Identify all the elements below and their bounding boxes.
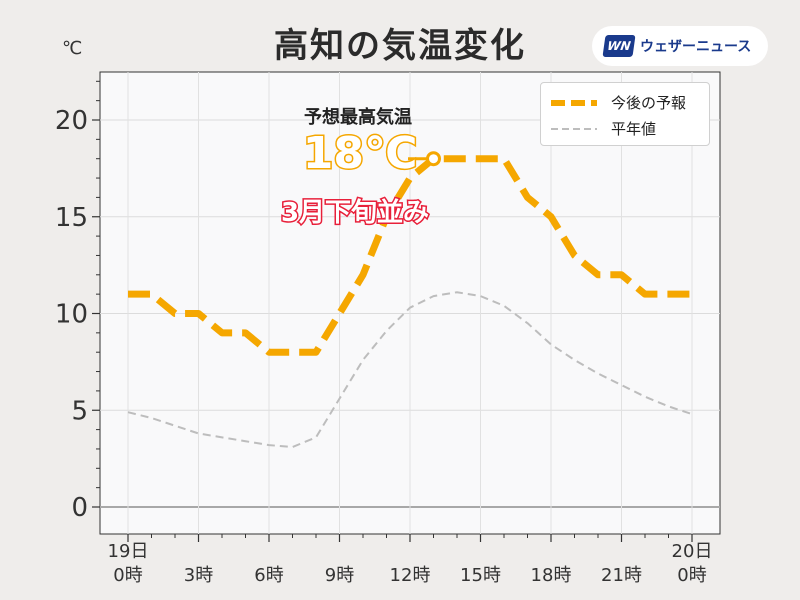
legend: 今後の予報 平年値 bbox=[540, 82, 710, 146]
x-tick-label-9: 9時 bbox=[325, 565, 354, 586]
legend-item-forecast: 今後の予報 bbox=[549, 92, 686, 113]
x-tick-label-6: 6時 bbox=[254, 565, 283, 586]
y-axis-unit-label: ℃ bbox=[62, 38, 83, 59]
legend-label-forecast: 今後の予報 bbox=[611, 94, 687, 112]
legend-swatch-normal bbox=[551, 127, 597, 130]
max-temp-value: 18℃ bbox=[301, 127, 419, 181]
grid-lines bbox=[100, 72, 720, 534]
series-line-normal bbox=[127, 291, 693, 449]
x-tick-label-15: 15時 bbox=[460, 565, 501, 586]
brand-name: ウェザーニュース bbox=[640, 39, 752, 55]
x-tick-label-24: 20日 0時 bbox=[672, 541, 713, 586]
y-tick-label-20: 20 bbox=[55, 106, 88, 136]
chart-title: 高知の気温変化 bbox=[274, 26, 526, 66]
y-tick-label-5: 5 bbox=[71, 396, 88, 426]
x-tick-label-21: 21時 bbox=[601, 565, 642, 586]
axes: 0 5 10 15 20 19日 0時 3時 6時 9時 12時 15時 18時 21時 20日 0時 bbox=[55, 80, 713, 586]
y-tick-label-15: 15 bbox=[55, 203, 88, 233]
x-tick-label-12: 12時 bbox=[390, 565, 431, 586]
max-temp-label: 予想最高気温 bbox=[304, 107, 412, 128]
y-tick-label-0: 0 bbox=[71, 493, 88, 523]
series-line-forecast bbox=[128, 155, 692, 356]
legend-item-normal: 平年値 bbox=[549, 118, 656, 139]
brand-badge: WN ウェザーニュース bbox=[592, 26, 768, 66]
x-tick-label-3: 3時 bbox=[184, 565, 213, 586]
x-tick-label-0: 19日 0時 bbox=[108, 541, 149, 586]
x-tick-label-18: 18時 bbox=[531, 565, 572, 586]
legend-label-normal: 平年値 bbox=[611, 120, 657, 138]
y-tick-label-10: 10 bbox=[55, 300, 88, 330]
max-temp-marker-layer bbox=[408, 151, 441, 167]
legend-swatch-forecast bbox=[551, 99, 597, 106]
series-lines bbox=[127, 155, 693, 449]
max-temp-comment: 3月下旬並み bbox=[279, 197, 430, 230]
